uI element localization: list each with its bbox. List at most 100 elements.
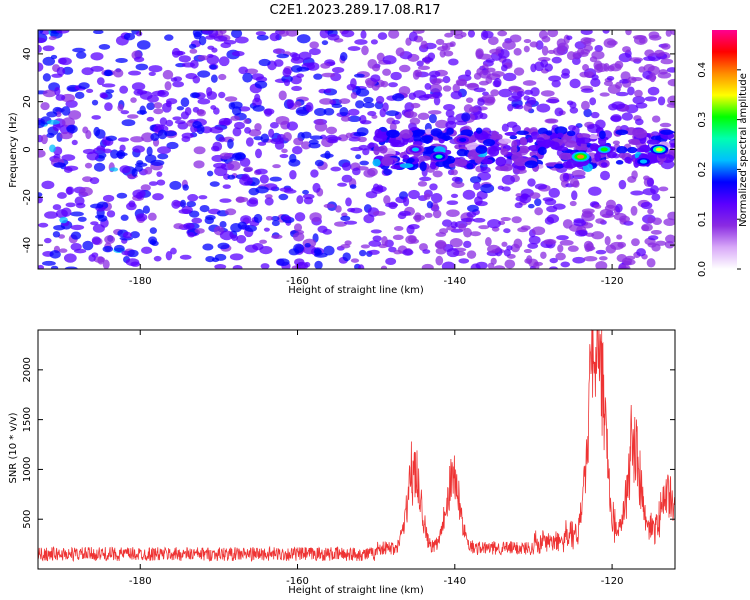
heat-cell <box>324 88 332 94</box>
heat-cell <box>173 223 184 230</box>
heat-cell <box>327 136 342 141</box>
heat-cell <box>331 103 343 109</box>
heat-cell <box>88 254 96 262</box>
heat-cell <box>231 152 242 161</box>
heat-cell <box>209 64 217 70</box>
heat-cell <box>55 94 66 101</box>
heat-cell <box>178 209 192 214</box>
heat-cell <box>275 48 282 54</box>
heat-cell <box>393 249 403 255</box>
heat-cell <box>540 251 547 259</box>
heat-cell <box>244 68 259 75</box>
heat-cell <box>630 190 644 196</box>
heat-cell <box>337 182 348 187</box>
heat-cell <box>543 238 557 245</box>
heat-cell <box>52 204 62 211</box>
heat-cell <box>61 154 76 161</box>
heat-cell <box>282 215 292 221</box>
heat-cell <box>288 248 300 256</box>
heat-cell <box>323 107 335 116</box>
heat-cell <box>150 159 165 166</box>
heat-cell <box>482 138 496 147</box>
heat-cell <box>218 73 227 81</box>
heat-cell <box>467 30 475 38</box>
heat-cell <box>594 152 602 162</box>
heat-cell <box>577 47 585 56</box>
heat-cell <box>157 89 165 95</box>
heat-cell <box>334 221 347 227</box>
heat-cell <box>304 242 311 248</box>
heat-cell <box>179 254 192 260</box>
heat-cell <box>231 30 243 39</box>
heat-cell <box>251 73 264 81</box>
heat-cell <box>91 99 99 106</box>
heat-cell <box>566 130 576 137</box>
heat-cell <box>599 208 613 218</box>
heat-cell <box>551 56 562 64</box>
heat-cell <box>588 186 602 196</box>
heat-cell <box>144 166 153 175</box>
heat-cell <box>309 135 323 140</box>
heat-cell <box>359 160 369 166</box>
heat-cell <box>540 59 549 68</box>
heat-cell <box>556 38 566 48</box>
heat-cell <box>559 239 574 246</box>
heat-cell <box>372 235 382 242</box>
heat-cell <box>665 234 675 244</box>
heat-cell <box>50 265 59 269</box>
heat-cell <box>624 156 632 164</box>
heat-cell <box>564 140 577 148</box>
heat-cell <box>288 159 301 167</box>
heat-cell <box>523 248 532 254</box>
heat-cell <box>136 160 144 166</box>
heat-cell <box>478 80 489 86</box>
heat-cell <box>331 67 345 74</box>
heat-cell <box>282 132 292 142</box>
heat-cell <box>314 260 323 269</box>
heat-cell <box>469 176 482 184</box>
heat-cell <box>90 203 104 209</box>
heat-cell <box>61 106 71 116</box>
heat-cell <box>647 208 654 215</box>
heat-cell <box>576 133 591 139</box>
heat-cell <box>657 153 667 159</box>
heat-cell <box>157 153 169 160</box>
heat-cell <box>363 169 376 178</box>
heat-cell <box>172 116 182 121</box>
heat-cell <box>57 57 67 65</box>
heat-cell <box>623 259 636 266</box>
heat-cell <box>554 126 568 135</box>
heat-cell <box>302 189 309 195</box>
heat-cell <box>519 137 528 146</box>
heat-cell <box>211 257 220 263</box>
heat-cell <box>443 50 454 57</box>
heat-cell <box>59 131 73 140</box>
heat-cell <box>628 138 640 144</box>
colorbar-ticks: 0.0 0.1 0.2 0.3 0.4 <box>697 62 741 277</box>
heat-cell <box>205 214 216 221</box>
heat-cell <box>536 103 551 113</box>
heat-cell <box>135 213 148 222</box>
y-tick-label: 2000 <box>22 357 33 382</box>
heat-cell <box>227 174 236 180</box>
heat-cell <box>562 219 573 229</box>
heat-cell <box>429 183 438 191</box>
heat-cell <box>219 152 232 160</box>
heat-cell <box>180 111 189 120</box>
heat-cell <box>197 70 211 78</box>
heat-cell <box>164 81 172 91</box>
snr-panel: -180 -160 -140 -120 500 1000 1500 2000 Height o… <box>8 329 676 596</box>
heat-cell <box>428 70 441 78</box>
heat-cell <box>278 90 287 101</box>
heat-cell <box>428 110 442 115</box>
heat-cell <box>164 34 174 41</box>
heat-cell <box>556 235 569 241</box>
heat-cell <box>289 52 298 58</box>
heat-cell <box>294 212 306 222</box>
heat-cell <box>255 148 262 159</box>
heat-cell <box>309 48 321 56</box>
heat-cell <box>206 86 213 97</box>
heat-cell <box>446 209 460 217</box>
heat-cell <box>180 97 190 108</box>
heat-cell <box>245 137 254 147</box>
